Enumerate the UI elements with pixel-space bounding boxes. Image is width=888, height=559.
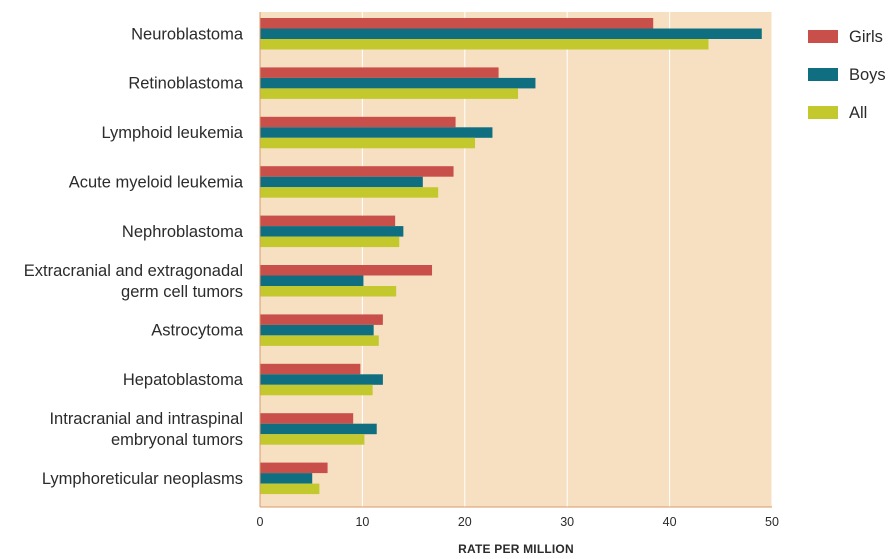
bar-girls <box>260 67 499 78</box>
bar-all <box>260 39 709 50</box>
bar-all <box>260 434 365 445</box>
bar-girls <box>260 116 456 128</box>
legend-swatch-girls <box>808 30 838 43</box>
legend-swatch-boys <box>808 68 838 81</box>
category-labels: Neuroblastoma Retinoblastoma Lymphoid leuk… <box>24 25 244 488</box>
bar-boys <box>260 127 493 138</box>
bar-all <box>260 483 320 495</box>
bar-boys <box>260 28 762 39</box>
category-label: Lymphoid leukemia <box>101 124 243 142</box>
x-tick-label: 20 <box>458 515 472 529</box>
bar-all <box>260 236 400 248</box>
legend-label-boys: Boys <box>849 66 886 84</box>
legend-label-girls: Girls <box>849 28 883 46</box>
x-tick-label: 30 <box>560 515 574 529</box>
category-label: Intracranial and intraspinal <box>49 410 243 428</box>
x-tick-label: 40 <box>663 515 677 529</box>
category-label: Hepatoblastoma <box>123 371 244 389</box>
category-label: Extracranial and extragonadal <box>24 262 243 280</box>
bar-boys <box>260 423 377 435</box>
legend: Girls Boys All <box>808 28 886 122</box>
bar-all <box>260 335 379 346</box>
bar-boys <box>260 374 383 385</box>
bar-all <box>260 187 439 198</box>
bar-boys <box>260 275 364 286</box>
bar-girls <box>260 363 361 375</box>
category-label: germ cell tumors <box>121 283 243 301</box>
legend-label-all: All <box>849 104 867 122</box>
bars <box>260 18 762 495</box>
bar-girls <box>260 265 433 276</box>
bar-boys <box>260 324 374 336</box>
category-label: Acute myeloid leukemia <box>69 173 244 191</box>
bar-girls <box>260 462 328 474</box>
bar-girls <box>260 18 654 29</box>
bar-boys <box>260 77 536 89</box>
bar-all <box>260 286 397 297</box>
x-tick-label: 50 <box>765 515 779 529</box>
bar-all <box>260 88 519 99</box>
bar-boys <box>260 473 313 484</box>
bar-boys <box>260 176 423 188</box>
category-label: Neuroblastoma <box>131 25 244 43</box>
x-tick-label: 0 <box>257 515 264 529</box>
x-tick-labels: 0 10 20 30 40 50 <box>257 515 779 529</box>
category-label: Nephroblastoma <box>122 223 244 241</box>
bar-girls <box>260 166 454 177</box>
category-label: Astrocytoma <box>151 322 244 340</box>
category-label: Lymphoreticular neoplasms <box>42 470 243 488</box>
bar-all <box>260 137 476 149</box>
x-axis-title: RATE PER MILLION <box>458 542 574 556</box>
bar-girls <box>260 215 396 227</box>
bar-boys <box>260 226 404 237</box>
category-label: Retinoblastoma <box>128 75 243 93</box>
bar-all <box>260 384 373 396</box>
bar-girls <box>260 314 383 325</box>
category-label: embryonal tumors <box>111 431 243 449</box>
bar-girls <box>260 413 354 424</box>
legend-swatch-all <box>808 106 838 119</box>
x-tick-label: 10 <box>355 515 369 529</box>
